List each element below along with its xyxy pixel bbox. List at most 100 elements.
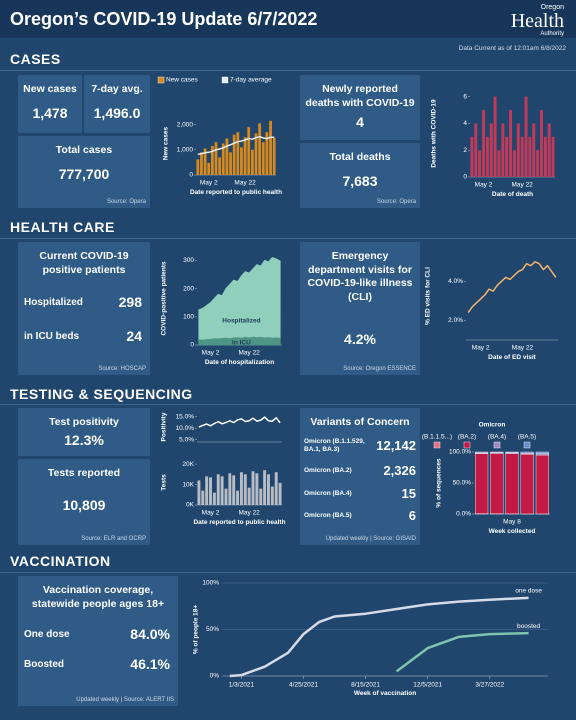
bar	[267, 474, 270, 505]
legend-swatch	[463, 441, 471, 449]
area	[198, 257, 281, 346]
kpi-label: Total cases	[55, 144, 113, 156]
bar	[240, 147, 243, 175]
bar	[232, 134, 236, 175]
bar	[528, 136, 532, 177]
bar	[489, 123, 493, 177]
kpi-value: 12.3%	[64, 431, 104, 448]
x-axis-title: Week of vaccination	[353, 690, 417, 697]
line	[198, 416, 281, 428]
kpi: New cases 1,478	[18, 75, 82, 133]
bar	[269, 120, 272, 175]
bar-segment	[490, 451, 504, 453]
bar	[278, 482, 282, 505]
bar	[196, 159, 200, 175]
bar	[547, 123, 551, 177]
x-tick-label: May 2	[200, 180, 218, 187]
bar	[247, 127, 251, 175]
bar	[250, 149, 254, 175]
line	[197, 135, 275, 156]
x-tick-label: 4/25/2021	[289, 682, 318, 689]
divider	[0, 404, 576, 405]
y-tick-label: 15.0%	[176, 413, 195, 420]
variant-name: Omicron (B.1.1.529, BA.1, BA.3)	[304, 438, 365, 453]
bar	[532, 123, 536, 177]
bar	[207, 162, 211, 175]
legend-label: New cases	[166, 77, 199, 84]
kpi-value: 46.1%	[130, 656, 170, 672]
bar	[210, 146, 214, 175]
section-heading: VACCINATION	[10, 553, 111, 569]
kpi-label: New cases	[23, 83, 77, 95]
x-axis-title: Date of ED visit	[488, 354, 536, 361]
kpi-value: 10,809	[62, 496, 106, 513]
bar-segment	[535, 454, 549, 515]
y-tick-label: 6	[463, 93, 467, 100]
bar-segment	[505, 451, 519, 454]
bar	[225, 138, 229, 175]
y-axis-title: Positivity	[161, 412, 168, 441]
kpi-label: Boosted	[24, 658, 64, 670]
legend-swatch	[221, 76, 229, 84]
logo-top: Oregon	[540, 4, 564, 11]
variant-count: 15	[401, 486, 416, 501]
bar	[520, 136, 524, 177]
bar	[263, 470, 267, 505]
y-tick-label: 0	[190, 342, 194, 349]
y-tick-label: 20K	[182, 461, 194, 468]
data-current: Data Current as of 12:01am 6/8/2022	[458, 45, 566, 52]
variant-name: Omicron (BA.4)	[304, 489, 352, 497]
y-tick-label: 2,000	[177, 121, 194, 128]
bar	[251, 471, 255, 505]
bar	[261, 142, 265, 175]
variant-count: 12,142	[376, 438, 416, 454]
bar	[501, 123, 505, 177]
y-tick-label: 10K	[182, 481, 194, 488]
logo: Oregon Health Authority	[511, 4, 564, 37]
kpi-label: Vaccination coverage, statewide people a…	[31, 584, 165, 610]
kpi: Total cases 777,700 Source: Opera	[18, 136, 150, 208]
kpi-value: 24	[126, 328, 142, 344]
bar	[497, 150, 501, 177]
x-tick-label: May 22	[511, 182, 533, 189]
y-tick-label: 100	[183, 314, 194, 321]
kpi-label: Current COVID-19 positive patients	[39, 250, 129, 276]
kpi-panel: Emergency department visits for COVID-19…	[300, 242, 420, 375]
series-label: Hospitalized	[222, 318, 260, 325]
variant-count: 6	[408, 508, 416, 523]
bar	[543, 136, 547, 177]
legend-label: (B.1.1.5...)	[422, 434, 452, 441]
kpi-label: Test positivity	[49, 416, 119, 428]
legend-swatch	[433, 441, 441, 449]
bar	[470, 136, 474, 177]
legend-title: Omicron	[479, 422, 506, 429]
bar	[505, 136, 509, 177]
kpi-value: 1,496.0	[93, 104, 141, 121]
bar	[221, 143, 225, 175]
bar	[270, 486, 274, 505]
kpi-value: 4.2%	[344, 330, 376, 347]
x-axis-title: Date of hospitalization	[204, 359, 275, 366]
bar	[478, 150, 482, 177]
line	[467, 261, 557, 314]
kpi-value: 777,700	[58, 165, 110, 182]
bar	[474, 123, 478, 177]
bar	[236, 132, 240, 175]
source: Source: Opera	[106, 199, 146, 205]
x-tick-label: 12/5/2021	[413, 682, 442, 689]
bar-segment	[520, 451, 534, 454]
bar-segment	[535, 451, 549, 454]
source: Updated weekly | Source: ALERT IIS	[76, 697, 174, 703]
bar	[214, 142, 218, 175]
kpi-value: 84.0%	[130, 626, 170, 642]
logo-main: Health	[510, 10, 564, 32]
bar	[203, 148, 207, 175]
variants-panel: Variants of Concern Omicron (B.1.1.529, …	[300, 408, 420, 545]
kpi: Total deaths 7,683 Source: Opera	[300, 143, 420, 208]
source: Source: HOSCAP	[98, 366, 146, 372]
bar	[265, 132, 269, 175]
bar	[243, 474, 247, 505]
kpi-label: Total deaths	[329, 151, 391, 163]
y-tick-label: 0%	[210, 673, 220, 680]
